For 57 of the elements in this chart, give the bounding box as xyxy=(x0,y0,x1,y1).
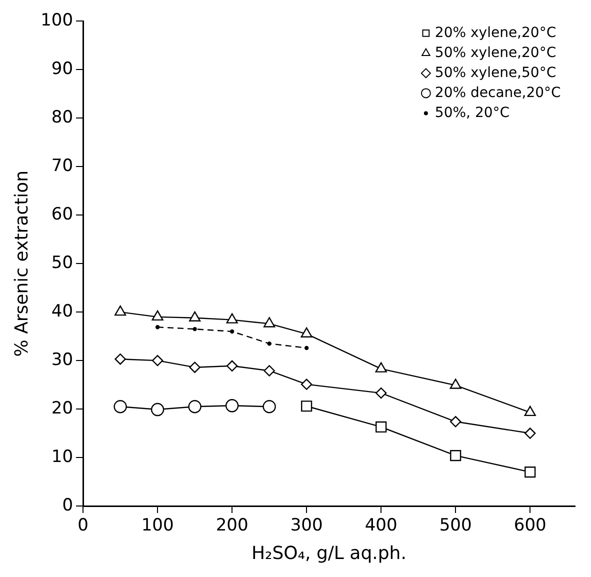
point xyxy=(114,354,126,365)
x-tick-label: 500 xyxy=(439,516,472,536)
point xyxy=(262,400,276,414)
point xyxy=(450,416,462,428)
point xyxy=(376,421,387,433)
point xyxy=(304,346,309,350)
legend-label: 20% xylene,20°C xyxy=(434,24,556,41)
y-tick-label: 0 xyxy=(62,495,74,516)
point xyxy=(114,305,126,316)
legend-label: 50%, 20°C xyxy=(434,104,510,121)
legend-label: 20% decane,20°C xyxy=(434,84,562,101)
x-tick-label: 200 xyxy=(216,516,248,536)
point xyxy=(230,329,234,334)
point xyxy=(267,341,272,346)
point xyxy=(152,310,164,321)
point xyxy=(264,365,275,376)
point xyxy=(155,325,160,330)
point xyxy=(188,400,202,414)
point xyxy=(524,406,536,416)
point xyxy=(226,313,238,324)
x-tick-label: 0 xyxy=(78,516,88,536)
point xyxy=(152,354,164,366)
point xyxy=(192,326,197,332)
x-tick-label: 300 xyxy=(290,516,323,536)
point xyxy=(301,400,312,412)
y-axis-title: % Arsenic extraction xyxy=(11,170,32,357)
point xyxy=(300,327,312,338)
point xyxy=(225,399,239,412)
y-tick-label: 100 xyxy=(40,10,74,31)
y-tick-label: 10 xyxy=(51,446,74,467)
y-tick-label: 90 xyxy=(51,59,74,80)
x-tick-label: 600 xyxy=(514,516,546,536)
point xyxy=(375,362,387,372)
y-tick-label: 50 xyxy=(51,253,74,274)
point xyxy=(189,362,200,373)
y-tick-label: 60 xyxy=(51,204,74,225)
point xyxy=(264,317,276,328)
y-tick-label: 40 xyxy=(51,302,74,322)
x-axis-title: H₂SO₄, g/L aq.ph. xyxy=(251,542,406,564)
point xyxy=(450,450,462,462)
point xyxy=(114,400,127,414)
point xyxy=(524,466,536,478)
point xyxy=(524,428,536,439)
legend-label: 50% xylene,50°C xyxy=(434,64,556,81)
point xyxy=(150,402,164,416)
point xyxy=(450,378,462,389)
x-tick-label: 400 xyxy=(364,516,398,536)
point xyxy=(226,360,238,372)
legend-label: 50% xylene,20°C xyxy=(434,44,556,61)
y-tick-label: 70 xyxy=(51,156,74,176)
y-tick-label: 80 xyxy=(51,108,74,128)
x-tick-label: 100 xyxy=(141,516,174,536)
y-tick-label: 30 xyxy=(51,350,74,370)
point xyxy=(189,311,201,322)
point xyxy=(300,378,312,390)
y-tick-label: 20 xyxy=(51,398,74,418)
point xyxy=(375,387,387,399)
